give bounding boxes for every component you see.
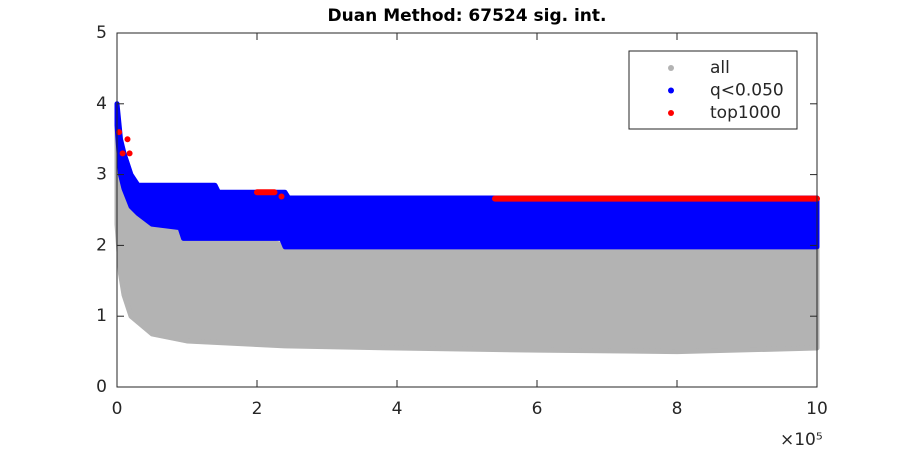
x-tick-label: 4 [392, 399, 403, 419]
y-tick-label: 1 [96, 306, 107, 326]
y-tick-label: 3 [96, 165, 107, 185]
y-tick-label: 5 [96, 23, 107, 43]
y-tick-label: 0 [96, 377, 107, 397]
x-tick-label: 0 [112, 399, 123, 419]
y-tick-label: 2 [96, 235, 107, 255]
legend-label: all [710, 58, 730, 78]
point-cloud [116, 129, 820, 202]
legend-marker [668, 87, 674, 94]
x-multiplier: ×10⁵ [780, 430, 823, 450]
x-tick-label: 10 [806, 399, 828, 419]
x-tick-label: 8 [672, 399, 683, 419]
legend-label: q<0.050 [710, 81, 784, 101]
chart-title: Duan Method: 67524 sig. int. [327, 6, 606, 26]
legend-box [628, 50, 798, 130]
plot-frame [116, 32, 818, 388]
x-tick-label: 6 [532, 399, 543, 419]
legend-marker [668, 65, 674, 71]
legend-marker [668, 110, 674, 116]
x-tick-label: 2 [252, 399, 263, 419]
legend-label: top1000 [710, 103, 781, 123]
y-tick-label: 4 [96, 94, 107, 114]
